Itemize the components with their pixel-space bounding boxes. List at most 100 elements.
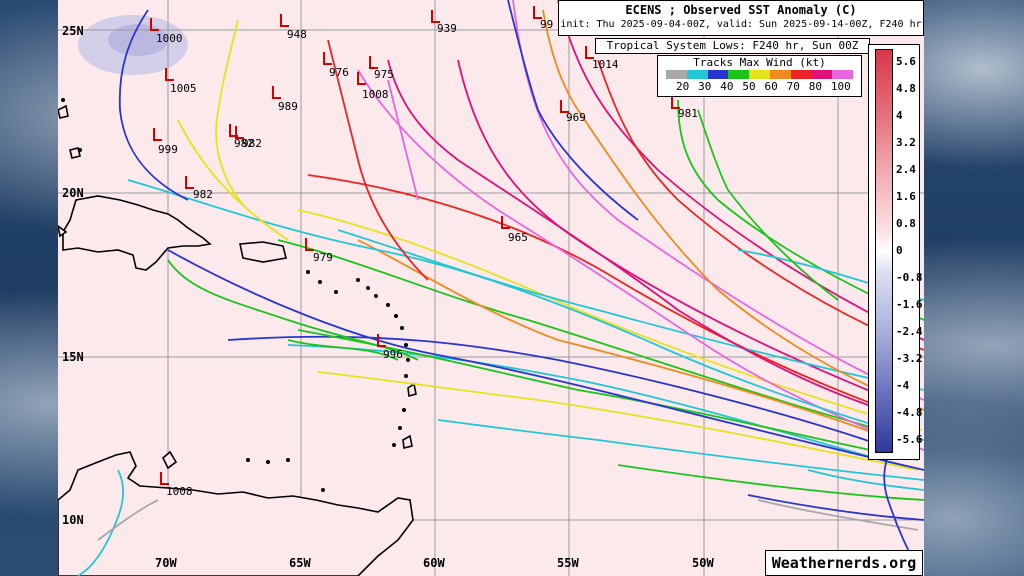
map-canvas: 1000 948 939 99 1014 976 975 1005 1008 9… bbox=[58, 0, 924, 576]
scale-label: 1.6 bbox=[896, 190, 916, 203]
wind-labels: 20 30 40 50 60 70 80 100 bbox=[676, 80, 853, 93]
puerto-rico bbox=[239, 241, 287, 263]
scale-label: -4.8 bbox=[896, 406, 923, 419]
turks-islet bbox=[69, 147, 81, 159]
low-value: 989 bbox=[278, 100, 298, 113]
sst-cold-anomaly-core bbox=[108, 24, 168, 56]
track bbox=[215, 19, 249, 211]
track bbox=[697, 109, 839, 301]
low-value: 1005 bbox=[170, 82, 197, 95]
scale-label: 2.4 bbox=[896, 163, 916, 176]
low-value: 1008 bbox=[362, 88, 389, 101]
track bbox=[297, 209, 923, 431]
wind-label: 60 bbox=[764, 80, 778, 93]
wind-swatches bbox=[666, 70, 854, 79]
track bbox=[357, 239, 921, 451]
low-value: 969 bbox=[566, 111, 586, 124]
track bbox=[357, 69, 924, 451]
wind-swatch bbox=[728, 70, 750, 79]
venezuela-coast bbox=[58, 451, 414, 576]
scale-label: -0.8 bbox=[896, 271, 923, 284]
lon-label: 55W bbox=[557, 556, 579, 570]
low-value: 996 bbox=[383, 348, 403, 361]
scale-label: 0.8 bbox=[896, 217, 916, 230]
ensemble-tracks bbox=[77, 0, 924, 576]
wind-swatch bbox=[832, 70, 854, 79]
hispaniola bbox=[62, 195, 212, 271]
wind-label: 40 bbox=[720, 80, 734, 93]
track bbox=[617, 464, 924, 501]
low-value: 1000 bbox=[156, 32, 183, 45]
track bbox=[747, 494, 924, 521]
lon-label: 60W bbox=[423, 556, 445, 570]
low-value: 999 bbox=[158, 143, 178, 156]
coastlines bbox=[58, 104, 417, 576]
wind-swatch bbox=[769, 70, 791, 79]
scale-label: 5.6 bbox=[896, 55, 916, 68]
track bbox=[227, 335, 917, 459]
scale-label: 4.8 bbox=[896, 82, 916, 95]
lows-caption: Tropical System Lows: F240 hr, Sun 00Z bbox=[595, 38, 870, 54]
track bbox=[512, 0, 924, 401]
track bbox=[437, 419, 924, 481]
track bbox=[287, 339, 399, 361]
map-subtitle: init: Thu 2025-09-04-00Z, valid: Sun 202… bbox=[560, 19, 922, 30]
track bbox=[542, 9, 924, 411]
scale-label: 0 bbox=[896, 244, 903, 257]
wind-legend-title: Tracks Max Wind (kt) bbox=[693, 56, 826, 69]
sst-color-scale: 5.6 4.8 4 3.2 2.4 1.6 0.8 0 -0.8 -1.6 -2… bbox=[868, 44, 923, 460]
track bbox=[317, 371, 919, 471]
bahamas-islet bbox=[58, 104, 69, 119]
wind-label: 100 bbox=[830, 80, 851, 93]
lon-label: 70W bbox=[155, 556, 177, 570]
wind-swatch bbox=[749, 70, 770, 79]
track bbox=[297, 329, 919, 461]
track bbox=[597, 59, 924, 351]
wind-swatch bbox=[666, 70, 687, 79]
low-value: 976 bbox=[329, 66, 349, 79]
lat-label: 15N bbox=[62, 350, 84, 364]
track bbox=[807, 469, 924, 491]
low-value: 1008 bbox=[166, 485, 193, 498]
aruba bbox=[162, 450, 178, 470]
cuba-tip bbox=[58, 225, 68, 238]
lon-label: 50W bbox=[692, 556, 714, 570]
wind-swatch bbox=[686, 70, 708, 79]
low-value: 948 bbox=[287, 28, 307, 41]
scale-label: -5.6 bbox=[896, 433, 923, 446]
track bbox=[77, 469, 125, 576]
track bbox=[277, 239, 921, 441]
track bbox=[307, 174, 919, 421]
title-box: ECENS ; Observed SST Anomaly (C) init: T… bbox=[558, 0, 924, 36]
wind-swatch bbox=[707, 70, 729, 79]
track bbox=[337, 229, 924, 391]
low-value: 99 bbox=[540, 18, 553, 31]
wind-swatch bbox=[811, 70, 833, 79]
wind-label: 70 bbox=[786, 80, 800, 93]
scale-label: -2.4 bbox=[896, 325, 923, 338]
track bbox=[97, 499, 159, 541]
track bbox=[387, 59, 919, 421]
scale-label: 4 bbox=[896, 109, 903, 122]
wind-label: 50 bbox=[742, 80, 756, 93]
sst-color-bar bbox=[875, 49, 893, 453]
wind-legend: Tracks Max Wind (kt) 20 30 40 50 60 70 8… bbox=[657, 55, 862, 97]
track bbox=[167, 249, 924, 471]
track bbox=[507, 0, 639, 221]
low-value: 975 bbox=[374, 68, 394, 81]
low-value: 982 bbox=[193, 188, 213, 201]
barbados bbox=[407, 382, 417, 398]
low-value: 965 bbox=[508, 231, 528, 244]
wind-label: 20 bbox=[676, 80, 690, 93]
lat-label: 25N bbox=[62, 24, 84, 38]
tobago bbox=[402, 434, 413, 449]
site-credit: Weathernerds.org bbox=[765, 550, 923, 576]
low-value: 1014 bbox=[592, 58, 619, 71]
low-value: 982 bbox=[234, 137, 254, 150]
scale-label: -1.6 bbox=[896, 298, 923, 311]
track bbox=[167, 259, 419, 361]
wind-swatch bbox=[790, 70, 812, 79]
lat-label: 20N bbox=[62, 186, 84, 200]
lat-label: 10N bbox=[62, 513, 84, 527]
track bbox=[327, 39, 429, 281]
